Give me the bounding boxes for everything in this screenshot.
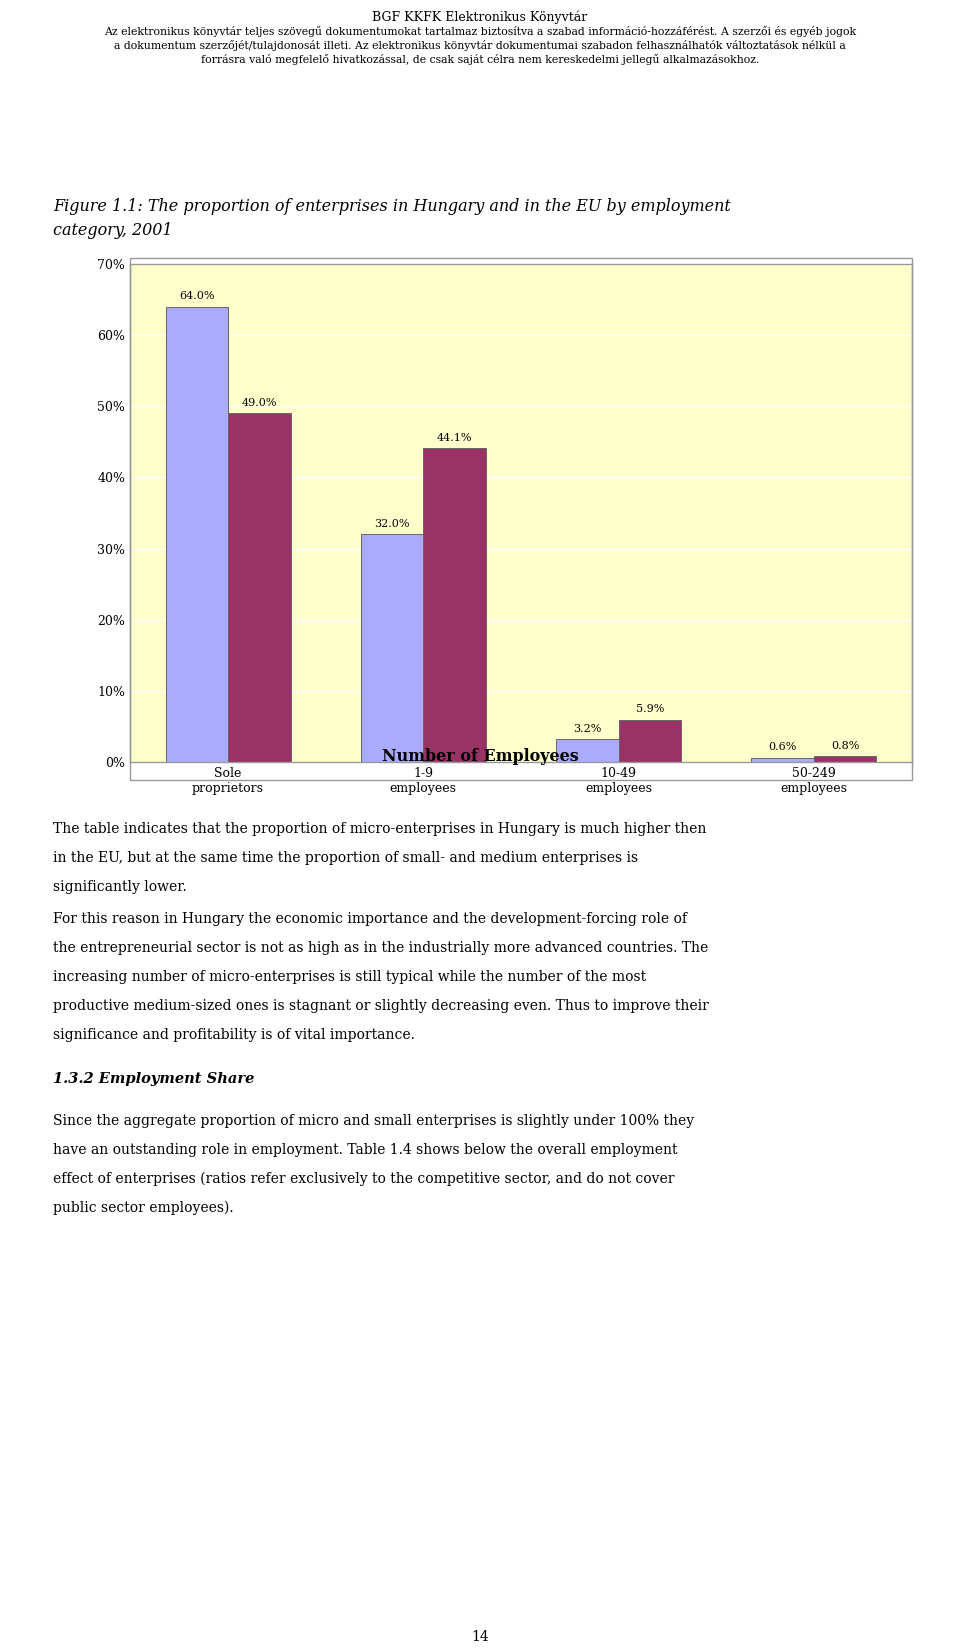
Text: 64.0%: 64.0% [180, 292, 214, 302]
Text: 14: 14 [471, 1630, 489, 1645]
Bar [165, 307, 228, 761]
Text: category, 2001: category, 2001 [53, 222, 172, 239]
Bar [752, 758, 814, 761]
Text: Az elektronikus könyvtár teljes szövegű dokumentumokat tartalmaz biztosítva a sz: Az elektronikus könyvtár teljes szövegű … [104, 26, 856, 36]
Bar [361, 534, 423, 761]
Text: Number of Employees: Number of Employees [382, 748, 578, 765]
Text: 3.2%: 3.2% [573, 723, 602, 733]
Text: 32.0%: 32.0% [374, 519, 410, 529]
Text: 5.9%: 5.9% [636, 704, 664, 714]
Bar [556, 740, 618, 761]
Text: 0.6%: 0.6% [769, 742, 797, 751]
Text: a dokumentum szerzőjét/tulajdonosát illeti. Az elektronikus könyvtár dokumentuma: a dokumentum szerzőjét/tulajdonosát ille… [114, 40, 846, 51]
Text: 49.0%: 49.0% [242, 397, 277, 407]
Text: Since the aggregate proportion of micro and small enterprises is slightly under : Since the aggregate proportion of micro … [53, 1114, 694, 1127]
Bar [814, 756, 876, 761]
Text: forrásra való megfelelő hivatkozással, de csak saját célra nem kereskedelmi jell: forrásra való megfelelő hivatkozással, d… [201, 54, 759, 64]
Text: Figure 1.1: The proportion of enterprises in Hungary and in the EU by employment: Figure 1.1: The proportion of enterprise… [53, 198, 731, 214]
Text: the entrepreneurial sector is not as high as in the industrially more advanced c: the entrepreneurial sector is not as hig… [53, 941, 708, 954]
Text: 1.3.2 Employment Share: 1.3.2 Employment Share [53, 1071, 254, 1086]
Text: BGF KKFK Elektronikus Könyvtár: BGF KKFK Elektronikus Könyvtár [372, 10, 588, 23]
Text: effect of enterprises (ratios refer exclusively to the competitive sector, and d: effect of enterprises (ratios refer excl… [53, 1172, 674, 1187]
Text: increasing number of micro-enterprises is still typical while the number of the : increasing number of micro-enterprises i… [53, 971, 646, 984]
Bar [423, 448, 486, 761]
Text: public sector employees).: public sector employees). [53, 1201, 233, 1215]
Text: 44.1%: 44.1% [437, 432, 472, 443]
Text: have an outstanding role in employment. Table 1.4 shows below the overall employ: have an outstanding role in employment. … [53, 1144, 678, 1157]
Bar [618, 720, 682, 761]
Bar [228, 414, 291, 761]
Text: in the EU, but at the same time the proportion of small- and medium enterprises : in the EU, but at the same time the prop… [53, 850, 638, 865]
Text: The table indicates that the proportion of micro-enterprises in Hungary is much : The table indicates that the proportion … [53, 822, 707, 836]
Text: significantly lower.: significantly lower. [53, 880, 186, 893]
Text: 0.8%: 0.8% [831, 740, 859, 750]
Text: productive medium-sized ones is stagnant or slightly decreasing even. Thus to im: productive medium-sized ones is stagnant… [53, 999, 708, 1014]
Text: For this reason in Hungary the economic importance and the development-forcing r: For this reason in Hungary the economic … [53, 911, 686, 926]
Text: significance and profitability is of vital importance.: significance and profitability is of vit… [53, 1028, 415, 1042]
